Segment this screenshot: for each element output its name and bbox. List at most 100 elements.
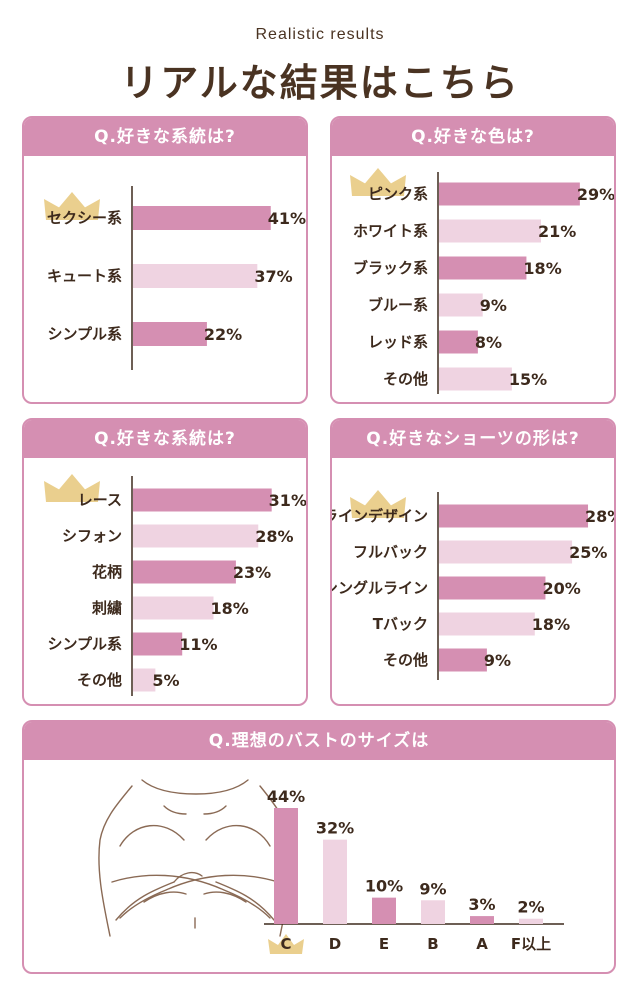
category-label: その他 bbox=[383, 370, 428, 388]
data-label: 20% bbox=[542, 579, 580, 598]
bar bbox=[439, 367, 512, 391]
data-label: 22% bbox=[204, 325, 242, 344]
category-label: 刺繍 bbox=[92, 599, 122, 617]
chart-title: Q.好きな系統は? bbox=[24, 420, 306, 458]
chart-card-shorts: Q.好きなショーツの形は? ラインデザイン 28% フルバック 25% シングルライン 2… bbox=[330, 418, 616, 706]
data-label: 31% bbox=[269, 491, 307, 510]
data-label: 25% bbox=[569, 543, 607, 562]
bar bbox=[439, 504, 589, 528]
data-label: 5% bbox=[152, 671, 179, 690]
category-label: シンプル系 bbox=[47, 325, 122, 343]
chart-title: Q.理想のバストのサイズは bbox=[24, 722, 614, 760]
bar bbox=[274, 808, 298, 924]
bar bbox=[519, 918, 543, 924]
data-label: 11% bbox=[179, 635, 217, 654]
category-label: ブラック系 bbox=[353, 259, 428, 277]
data-label: 3% bbox=[468, 895, 495, 914]
category-label: レッド系 bbox=[368, 333, 428, 351]
category-label: シンプル系 bbox=[47, 635, 122, 653]
data-label: 9% bbox=[419, 879, 446, 898]
category-label: ピンク系 bbox=[368, 185, 428, 203]
crown-icon bbox=[44, 474, 100, 502]
data-label: 32% bbox=[316, 819, 354, 838]
data-label: 23% bbox=[233, 563, 271, 582]
data-label: 29% bbox=[577, 185, 615, 204]
category-label: レース bbox=[78, 491, 122, 509]
category-label: Tバック bbox=[373, 615, 428, 633]
bar bbox=[133, 206, 271, 230]
data-label: 18% bbox=[532, 615, 570, 634]
bar bbox=[133, 596, 214, 620]
bar bbox=[439, 256, 527, 280]
data-label: 41% bbox=[268, 209, 306, 228]
crown-icon bbox=[350, 490, 406, 518]
data-label: 15% bbox=[509, 370, 547, 389]
category-label: 花柄 bbox=[92, 563, 122, 581]
chart-bust-svg: 44% C 32% D 10% E 9% B 3% A 2% F以上 bbox=[98, 779, 564, 954]
bar bbox=[323, 839, 347, 924]
data-label: 8% bbox=[475, 333, 502, 352]
bar bbox=[439, 540, 573, 564]
category-label: B bbox=[427, 935, 438, 953]
bar bbox=[439, 576, 546, 600]
page-title: リアルな結果はこちら bbox=[120, 61, 520, 105]
data-label: 10% bbox=[365, 877, 403, 896]
crown-icon bbox=[268, 934, 304, 954]
data-label: 18% bbox=[523, 259, 561, 278]
bar bbox=[439, 330, 478, 354]
chart-color-svg: ピンク系 29% ホワイト系 21% ブラック系 18% ブルー系 9% レッド系 8% その他 15… bbox=[350, 168, 615, 394]
category-label: キュート系 bbox=[47, 267, 122, 285]
bar bbox=[421, 900, 445, 924]
category-label: D bbox=[329, 935, 341, 953]
category-label: その他 bbox=[383, 651, 428, 669]
bar bbox=[439, 182, 580, 206]
bar bbox=[439, 293, 483, 317]
category-label: ブルー系 bbox=[368, 296, 428, 314]
data-label: 28% bbox=[255, 527, 293, 546]
chart-card-color: Q.好きな色は? ピンク系 29% ホワイト系 21% ブラック系 18% ブルー系 9% レッ… bbox=[330, 116, 616, 404]
category-label: その他 bbox=[77, 671, 122, 689]
data-label: 44% bbox=[267, 787, 305, 806]
category-label: F以上 bbox=[511, 935, 551, 953]
bar bbox=[133, 264, 258, 288]
data-label: 18% bbox=[211, 599, 249, 618]
bar bbox=[439, 648, 487, 672]
category-label: シフォン bbox=[62, 527, 122, 545]
crown-icon bbox=[44, 192, 100, 220]
torso-illustration bbox=[98, 779, 292, 937]
category-label: セクシー系 bbox=[47, 209, 122, 227]
chart-title: Q.好きな色は? bbox=[332, 118, 614, 156]
data-label: 9% bbox=[480, 296, 507, 315]
bar bbox=[133, 560, 236, 584]
bar bbox=[372, 897, 396, 924]
category-label: シングルライン bbox=[332, 579, 428, 597]
category-label: ホワイト系 bbox=[353, 222, 428, 240]
category-label: E bbox=[379, 935, 389, 953]
bar bbox=[133, 668, 156, 692]
bar bbox=[470, 916, 494, 924]
bar bbox=[439, 612, 535, 636]
chart-card-pattern: Q.好きな系統は? レース 31% シフォン 28% 花柄 23% 刺繍 18% シンプル系 11… bbox=[22, 418, 308, 706]
bar bbox=[133, 632, 183, 656]
category-label: ラインデザイン bbox=[332, 507, 428, 525]
category-label: フルバック bbox=[353, 543, 428, 561]
data-label: 9% bbox=[484, 651, 511, 670]
data-label: 37% bbox=[254, 267, 292, 286]
chart-title: Q.好きな系統は? bbox=[24, 118, 306, 156]
data-label: 28% bbox=[585, 507, 616, 526]
bar bbox=[133, 488, 272, 512]
crown-icon bbox=[350, 168, 406, 196]
data-label: 21% bbox=[538, 222, 576, 241]
data-label: 2% bbox=[517, 898, 544, 917]
chart-pattern-svg: レース 31% シフォン 28% 花柄 23% 刺繍 18% シンプル系 11% その他 5% bbox=[44, 474, 307, 696]
category-label: A bbox=[476, 935, 488, 953]
category-label: C bbox=[280, 935, 291, 953]
chart-shorts-svg: ラインデザイン 28% フルバック 25% シングルライン 20% Tバック 18% その他 9% bbox=[332, 490, 616, 680]
header-subtitle: Realistic results bbox=[255, 26, 385, 43]
chart-style-svg: セクシー系 41% キュート系 37% シンプル系 22% bbox=[44, 186, 306, 370]
chart-card-style: Q.好きな系統は? セクシー系 41% キュート系 37% シンプル系 22% bbox=[22, 116, 308, 404]
chart-card-bust: Q.理想のバストのサイズは 44% C 32% D 10% E 9% B 3% A 2% F以上 bbox=[22, 720, 616, 974]
chart-title: Q.好きなショーツの形は? bbox=[332, 420, 614, 458]
bar bbox=[439, 219, 541, 243]
bar bbox=[133, 524, 259, 548]
